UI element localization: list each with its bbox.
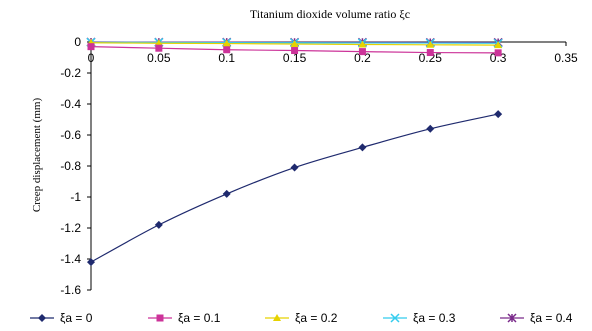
x-tick-label: 0 [88, 51, 95, 65]
data-point [154, 220, 163, 229]
data-point [291, 47, 299, 55]
series-2 [87, 38, 503, 49]
data-point [87, 43, 95, 51]
axes: 0 -0.2 -0.4 -0.6 -0.8 -1 -1.2 -1.4 -1.6 0 0.05 0.1 0… [60, 35, 578, 297]
data-point [358, 143, 367, 152]
legend-item-1: ξa = 0.1 [148, 311, 221, 325]
legend-item-3: ξa = 0.3 [383, 311, 456, 325]
y-tick-label: 0 [74, 35, 81, 49]
x-tick-label: 0.1 [218, 51, 235, 65]
data-point [87, 258, 95, 267]
series-0 [87, 110, 503, 267]
data-point [358, 40, 367, 48]
legend-label: ξa = 0.3 [413, 311, 456, 325]
x-tick-label: 0.35 [554, 51, 578, 65]
legend-item-2: ξa = 0.2 [265, 311, 338, 325]
data-point [290, 163, 299, 172]
data-point [223, 46, 231, 54]
y-tick-label: -0.4 [60, 97, 81, 111]
data-point [155, 44, 163, 52]
data-point [494, 110, 503, 119]
legend-label: ξa = 0.4 [530, 311, 573, 325]
y-tick-label: -1.4 [60, 252, 81, 266]
data-point [426, 124, 435, 133]
x-tick-label: 0.15 [283, 51, 307, 65]
y-tick-label: -0.8 [60, 159, 81, 173]
x-tick-label: 0.3 [490, 51, 507, 65]
legend-marker [156, 314, 164, 322]
data-point [494, 49, 502, 57]
legend-label: ξa = 0 [60, 311, 93, 325]
series-1 [87, 43, 502, 57]
legend-label: ξa = 0.1 [178, 311, 221, 325]
legend-marker [38, 314, 46, 322]
data-point [426, 49, 434, 57]
y-axis-label: Creep displacement (mm) [31, 98, 43, 213]
legend: ξa = 0 ξa = 0.1 ξa = 0.2 ξa = 0.3 ξa = 0.4 [30, 311, 573, 325]
y-tick-label: -0.2 [60, 66, 81, 80]
x-tick-label: 0.05 [147, 51, 171, 65]
y-tick-label: -1.2 [60, 221, 81, 235]
data-point [290, 40, 299, 48]
data-point [154, 39, 163, 47]
data-point [222, 39, 231, 47]
legend-marker [507, 313, 517, 323]
legend-item-0: ξa = 0 [30, 311, 93, 325]
series-line-0 [90, 113, 499, 263]
y-tick-label: -1 [70, 190, 81, 204]
plot-area [86, 37, 503, 267]
data-point [426, 40, 435, 48]
y-tick-label: -1.6 [60, 283, 81, 297]
x-tick-label: 0.2 [354, 51, 371, 65]
y-tick-label: -0.6 [60, 128, 81, 142]
chart-title: Titanium dioxide volume ratio ξc [250, 7, 410, 21]
legend-marker [273, 314, 281, 321]
data-point [494, 41, 503, 49]
legend-item-4: ξa = 0.4 [500, 311, 573, 325]
data-point [358, 48, 366, 56]
x-tick-label: 0.25 [419, 51, 443, 65]
legend-marker [390, 313, 400, 323]
data-point [222, 189, 231, 198]
legend-label: ξa = 0.2 [295, 311, 338, 325]
